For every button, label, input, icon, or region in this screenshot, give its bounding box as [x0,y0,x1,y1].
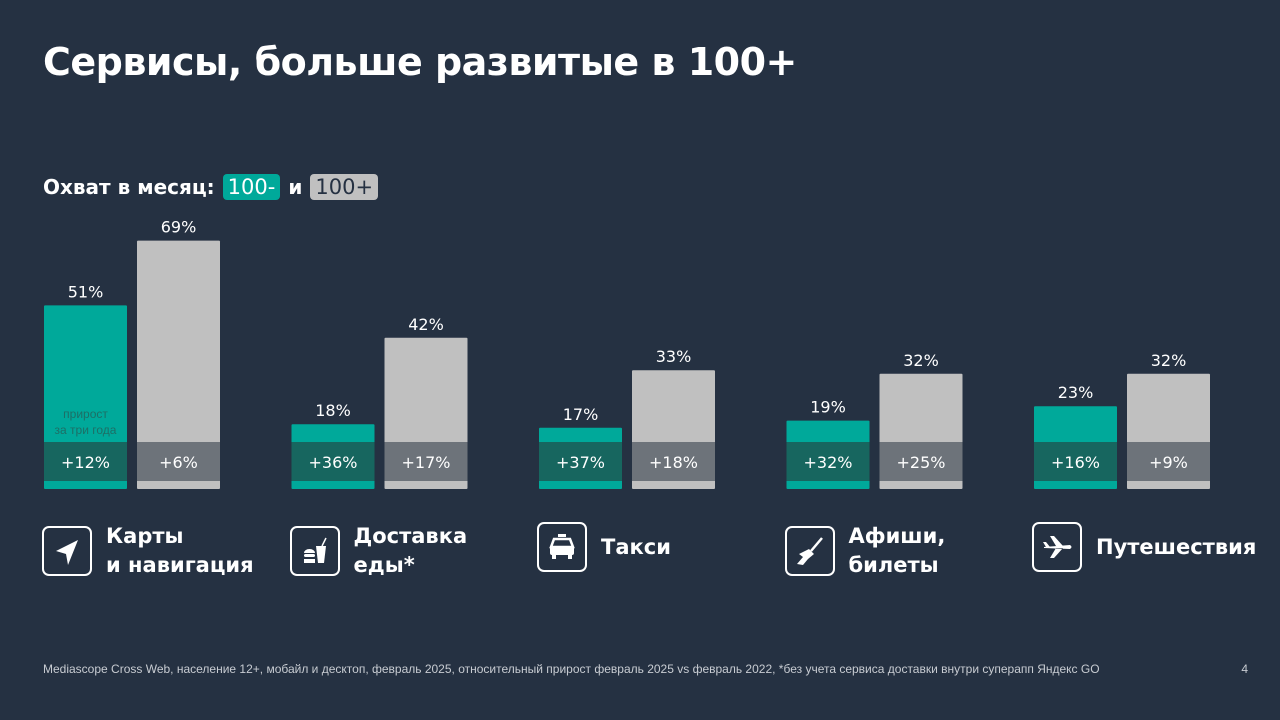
growth-label: +9% [1149,453,1188,472]
growth-label: +17% [402,453,451,472]
legend: Охват в месяц: 100- и 100+ [43,174,379,200]
page-number: 4 [1241,662,1248,676]
navigation-arrow-icon [42,526,92,576]
value-label: 33% [656,347,692,366]
category-4: Путешествия [1032,522,1256,572]
category-label: Афиши, билеты [848,524,946,577]
growth-note-line1: прирост [63,407,108,421]
growth-label: +25% [897,453,946,472]
growth-note-line2: за три года [55,423,117,437]
growth-band [384,442,468,481]
category-label: Доставка еды* [353,524,468,577]
value-label: 19% [810,398,846,417]
growth-band [786,442,870,481]
category-0: Карты и навигация [42,522,254,580]
category-label: Карты и навигация [106,524,254,577]
growth-label: +18% [649,453,698,472]
legend-prefix: Охват в месяц: [43,175,215,199]
category-label: Такси [601,534,671,559]
value-label: 17% [563,405,599,424]
growth-label: +12% [61,453,110,472]
value-label: 18% [315,401,351,420]
category-3: Афиши, билеты [784,522,946,580]
taxi-icon [537,522,587,572]
guitar-icon [784,526,835,576]
growth-band [632,442,715,481]
growth-label: +16% [1051,453,1100,472]
growth-label: +6% [159,453,198,472]
value-label: 23% [1058,383,1094,402]
growth-band [539,442,622,481]
category-label: Путешествия [1096,534,1257,559]
value-label: 69% [161,218,197,237]
category-2: Такси [537,522,671,572]
legend-and: и [288,175,303,199]
growth-band [137,442,220,481]
growth-band [879,442,963,481]
legend-100-minus: 100- [222,174,281,200]
fast-food-icon [289,526,340,576]
legend-100-plus: 100+ [310,174,379,200]
growth-band [291,442,375,481]
category-1: Доставка еды* [289,522,468,580]
value-label: 32% [903,351,939,370]
growth-label: +37% [556,453,605,472]
growth-label: +32% [804,453,853,472]
growth-band [44,442,127,481]
growth-band [1127,442,1210,481]
airplane-icon [1032,522,1082,572]
slide-title: Сервисы, больше развитые в 100+ [43,40,797,84]
growth-band [1034,442,1117,481]
growth-label: +36% [309,453,358,472]
value-label: 42% [408,315,444,334]
value-label: 32% [1151,351,1187,370]
value-label: 51% [68,282,104,301]
bar-100-plus [137,240,220,489]
footnote: Mediascope Cross Web, население 12+, моб… [43,662,1100,676]
